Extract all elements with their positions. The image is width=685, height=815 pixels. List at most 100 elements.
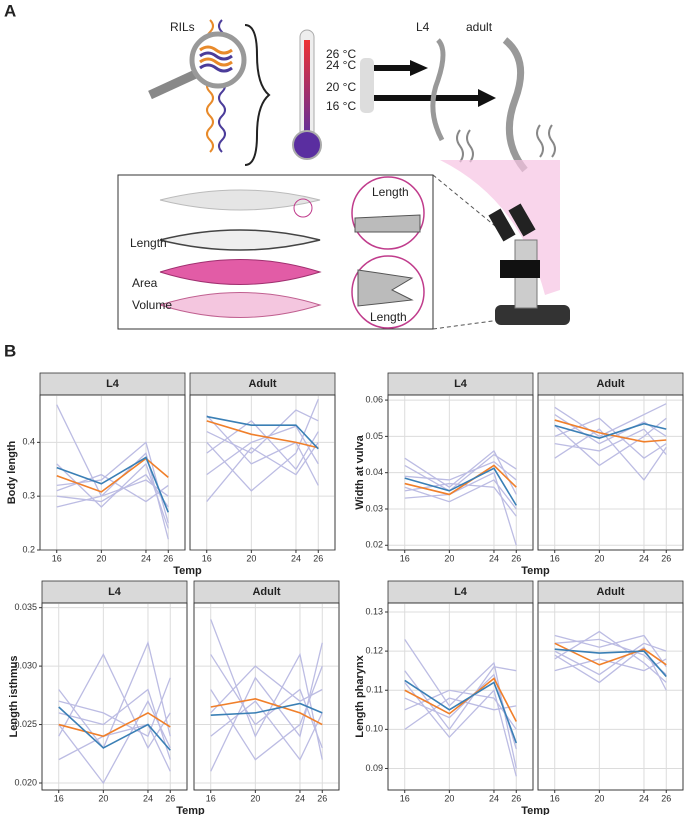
facet-title: Adult [252, 586, 280, 598]
panel [387, 602, 534, 791]
x-tick-label: 26 [313, 553, 323, 563]
x-tick-label: 20 [594, 553, 604, 563]
series-line [404, 666, 517, 731]
magnified-strand [199, 51, 233, 73]
thermometer-bulb [292, 130, 322, 160]
x-tick-label: 20 [246, 553, 256, 563]
series-line [210, 702, 323, 716]
x-tick-label: 26 [163, 553, 173, 563]
x-tick-label: 20 [594, 793, 604, 803]
series-line [210, 700, 323, 761]
series-line [206, 415, 319, 486]
panel-border [41, 602, 188, 791]
series-line [554, 646, 667, 691]
inset-label: Length [370, 310, 407, 324]
y-tick-label: 0.030 [14, 660, 37, 670]
series-line [56, 457, 169, 493]
x-tick-label: 24 [141, 553, 151, 563]
series-line [206, 419, 319, 471]
y-tick-label: 0.11 [366, 685, 383, 695]
pink-funnel [440, 160, 560, 295]
facet-title: L4 [454, 586, 468, 598]
x-tick-label: 26 [511, 553, 521, 563]
vulva [357, 269, 414, 307]
eyepiece [488, 208, 516, 242]
series-line [404, 482, 517, 517]
x-tick-label: 20 [96, 553, 106, 563]
y-tick-label: 0.02 [365, 540, 383, 550]
x-tick-label: 20 [250, 793, 260, 803]
y-axis-title: Body length [6, 440, 18, 504]
facet-title: L4 [454, 378, 468, 390]
series-line [56, 456, 170, 513]
series-line [554, 422, 667, 440]
rils-label: RILs [170, 20, 195, 34]
eyepiece [508, 203, 536, 237]
x-axis-title: Temp [173, 565, 202, 577]
series-line [554, 428, 667, 481]
series-line [404, 479, 517, 510]
stage-label: adult [466, 20, 493, 34]
measure-label: Volume [132, 298, 172, 312]
panel-border [387, 602, 534, 791]
x-tick-label: 16 [550, 553, 560, 563]
series-line [210, 619, 323, 760]
y-tick-label: 0.12 [365, 645, 383, 655]
series-line [554, 642, 667, 676]
measure-label: Area [132, 276, 158, 290]
series-line [404, 471, 517, 546]
y-tick-label: 0.4 [22, 437, 35, 447]
temp-label: 20 °C [326, 80, 356, 94]
x-tick-label: 16 [206, 793, 216, 803]
y-tick-label: 0.13 [365, 606, 383, 616]
x-tick-label: 24 [291, 553, 301, 563]
inset-label: Length [372, 185, 409, 199]
series-line [404, 697, 517, 730]
x-tick-label: 20 [444, 553, 454, 563]
series-line [404, 639, 517, 769]
y-tick-label: 0.2 [22, 544, 35, 554]
series-line [58, 723, 171, 772]
panel-border [193, 602, 340, 791]
y-tick-label: 0.035 [14, 602, 37, 612]
x-axis-title: Temp [521, 805, 550, 815]
panel-label: B [4, 341, 16, 360]
facet-title: L4 [106, 378, 120, 390]
series-line [554, 642, 667, 666]
series-line [554, 419, 667, 443]
series-line [58, 652, 171, 750]
series-line [56, 473, 169, 503]
panel-border [537, 602, 684, 791]
x-tick-label: 16 [400, 793, 410, 803]
x-tick-label: 26 [165, 793, 175, 803]
series-line [404, 449, 517, 495]
x-tick-label: 16 [54, 793, 64, 803]
worm-area [159, 259, 322, 285]
temp-label: 24 °C [326, 58, 356, 72]
worm-volume [159, 292, 322, 318]
x-tick-label: 20 [444, 793, 454, 803]
worm-outline [159, 189, 321, 211]
series-line [206, 441, 319, 502]
temp-label: 16 °C [326, 99, 356, 113]
series-line [404, 682, 517, 777]
series-line [58, 706, 171, 751]
series-line [58, 699, 171, 785]
panel-a: A RILs 26 °C 24 °C 20 °C 16 °C L4 adult [4, 1, 570, 360]
x-tick-label: 16 [202, 553, 212, 563]
facet-title: L4 [108, 586, 122, 598]
panel-border [387, 394, 534, 551]
brace [244, 24, 271, 166]
series-line [404, 679, 518, 744]
series-line [210, 698, 323, 726]
series-line [210, 665, 323, 761]
series-line [554, 428, 667, 455]
x-tick-label: 20 [98, 793, 108, 803]
x-tick-label: 26 [511, 793, 521, 803]
temp-bracket [360, 58, 374, 113]
series-line [554, 648, 667, 678]
facet-title: Adult [596, 378, 624, 390]
series-line [56, 462, 169, 529]
x-axis-title: Temp [176, 805, 205, 815]
